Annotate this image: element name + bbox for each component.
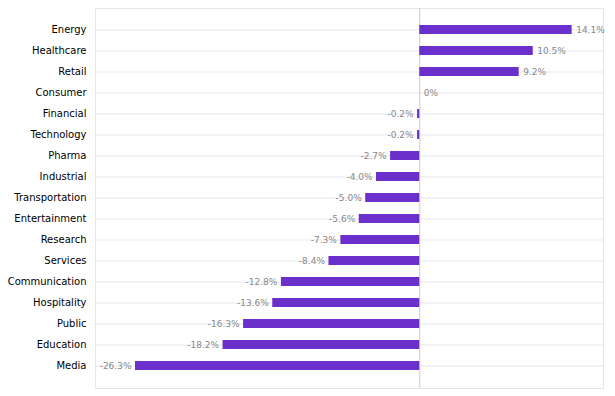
svg-text:Industrial: Industrial xyxy=(40,171,87,182)
svg-text:Energy: Energy xyxy=(51,24,86,35)
svg-text:-16.3%: -16.3% xyxy=(208,319,240,329)
svg-text:-2.7%: -2.7% xyxy=(360,151,387,161)
svg-text:-18.2%: -18.2% xyxy=(187,340,219,350)
svg-text:-26.3%: -26.3% xyxy=(100,361,132,371)
svg-text:Public: Public xyxy=(57,318,87,329)
svg-text:Pharma: Pharma xyxy=(48,150,86,161)
svg-text:Communication: Communication xyxy=(8,276,87,287)
svg-text:-8.4%: -8.4% xyxy=(299,256,326,266)
svg-text:-7.3%: -7.3% xyxy=(311,235,338,245)
svg-text:10.5%: 10.5% xyxy=(537,46,566,56)
svg-text:Financial: Financial xyxy=(43,108,87,119)
svg-text:-0.2%: -0.2% xyxy=(387,130,414,140)
svg-text:-5.6%: -5.6% xyxy=(329,214,356,224)
svg-text:-5.0%: -5.0% xyxy=(336,193,363,203)
svg-text:Healthcare: Healthcare xyxy=(32,45,87,56)
svg-text:Services: Services xyxy=(44,255,86,266)
svg-text:Media: Media xyxy=(56,360,86,371)
svg-text:Entertainment: Entertainment xyxy=(14,213,86,224)
svg-text:Consumer: Consumer xyxy=(36,87,88,98)
svg-text:Hospitality: Hospitality xyxy=(33,297,87,308)
svg-text:-0.2%: -0.2% xyxy=(387,109,414,119)
svg-text:0%: 0% xyxy=(424,88,439,98)
svg-text:Education: Education xyxy=(37,339,87,350)
svg-text:Retail: Retail xyxy=(58,66,86,77)
svg-text:Transportation: Transportation xyxy=(13,192,86,203)
svg-text:-13.6%: -13.6% xyxy=(237,298,269,308)
svg-text:14.1%: 14.1% xyxy=(576,25,605,35)
svg-text:Technology: Technology xyxy=(29,129,86,140)
svg-text:9.2%: 9.2% xyxy=(523,67,546,77)
svg-text:-12.8%: -12.8% xyxy=(246,277,278,287)
svg-text:Research: Research xyxy=(41,234,87,245)
svg-text:-4.0%: -4.0% xyxy=(346,172,373,182)
